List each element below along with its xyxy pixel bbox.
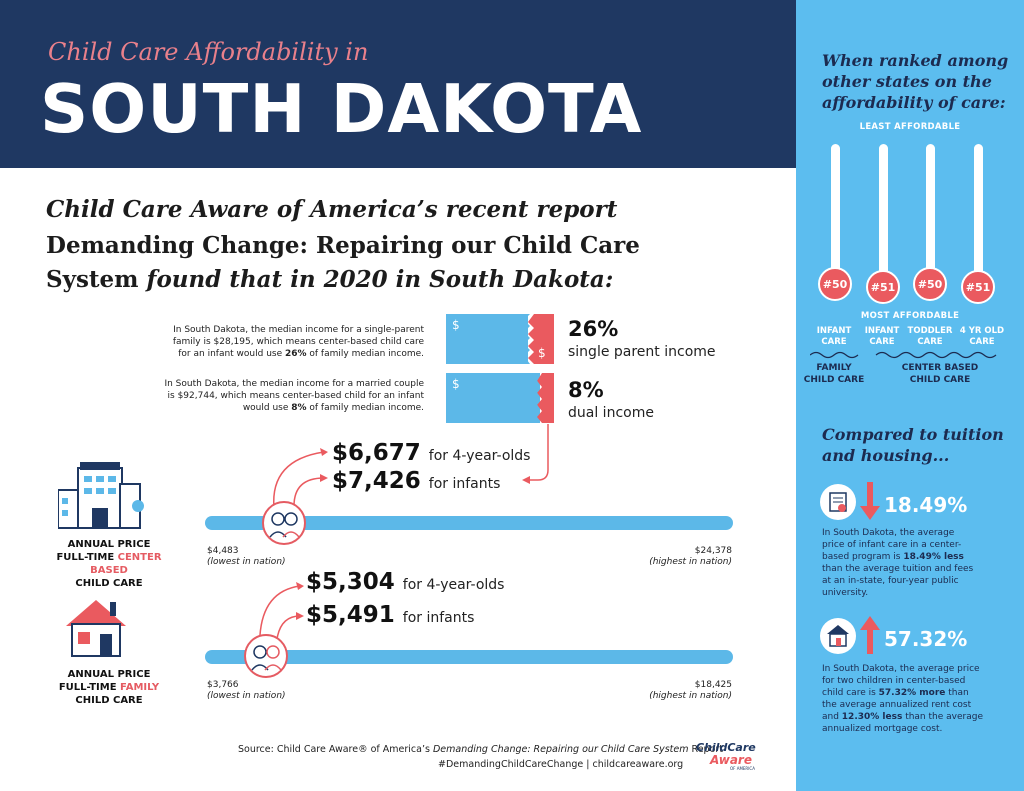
compare-heading: Compared to tuition and housing... [822, 425, 1004, 465]
source-citation: Source: Child Care Aware® of America’s D… [238, 744, 724, 755]
house-icon [66, 600, 126, 657]
family-price-4yr: $5,304 for 4-year-olds [306, 569, 505, 595]
col-label-4: 4 YR OLD CARE [959, 326, 1005, 347]
arrow-down-icon [860, 482, 880, 520]
family-price-marker [244, 634, 288, 678]
rank-tube-2 [879, 144, 888, 276]
center-based-label: ANNUAL PRICE FULL-TIME CENTER BASED CHIL… [56, 539, 162, 589]
dollar-icon: $ [452, 377, 460, 391]
rank-badge-1: #50 [818, 267, 852, 301]
center-price-infant: $7,426 for infants [332, 468, 501, 494]
col-label-3: TODDLER CARE [907, 326, 953, 347]
family-price-range-bar [205, 650, 733, 664]
dollar-icon: $ [538, 346, 546, 360]
intro-line-3: System found that in 2020 in South Dakot… [46, 266, 613, 293]
rank-tube-4 [974, 144, 983, 276]
intro-line-1: Child Care Aware of America’s recent rep… [46, 196, 618, 223]
dual-income-description: In South Dakota, the median income for a… [164, 379, 424, 413]
dollar-icon: $ [452, 318, 460, 332]
intro-line-2: Demanding Change: Repairing our Child Ca… [46, 232, 640, 259]
page-subtitle: Child Care Affordability in [48, 38, 369, 66]
arrow-up-icon [860, 616, 880, 654]
col-label-2: INFANT CARE [864, 326, 900, 347]
children-icon [251, 645, 282, 671]
rank-tube-3 [926, 144, 935, 274]
family-price-infant: $5,491 for infants [306, 602, 475, 628]
intro-line-3b: found that in 2020 in South Dakota: [146, 266, 614, 293]
child-care-aware-logo: ChildCare Aware OF AMERICA [696, 741, 756, 772]
rank-badge-2: #51 [866, 270, 900, 304]
children-icon [269, 512, 300, 538]
tuition-description: In South Dakota, the average price of in… [822, 528, 974, 598]
center-price-range-bar [205, 516, 733, 530]
dual-income-bar [446, 373, 540, 423]
family-label: ANNUAL PRICE FULL-TIME FAMILY CHILD CARE [58, 669, 160, 706]
connector-arrows [273, 424, 549, 509]
rank-badge-4: #51 [961, 270, 995, 304]
right-panel [796, 0, 1024, 791]
most-affordable-label: MOST AFFORDABLE [860, 311, 960, 321]
single-parent-percent: 26% [568, 317, 619, 341]
dual-income-label: dual income [568, 405, 654, 421]
rank-tube-1 [831, 144, 840, 274]
col-label-1: INFANT CARE [816, 326, 852, 347]
single-parent-label: single parent income [568, 344, 716, 360]
dual-income-percent: 8% [568, 378, 604, 402]
wave-divider [810, 351, 997, 359]
page-title: SOUTH DAKOTA [40, 70, 643, 148]
family-group-label: FAMILY CHILD CARE [803, 363, 865, 385]
intro-line-3a: System [46, 266, 139, 293]
least-affordable-label: LEAST AFFORDABLE [859, 122, 961, 132]
housing-percent: 57.32% [884, 627, 968, 651]
center-max-label: $24,378 (highest in nation) [649, 546, 732, 567]
center-price-marker [262, 501, 306, 545]
rank-badge-3: #50 [913, 267, 947, 301]
building-icon [58, 462, 144, 529]
center-group-label: CENTER BASED CHILD CARE [901, 363, 979, 385]
hashtag-link[interactable]: #DemandingChildCareChange | childcareawa… [438, 759, 684, 770]
housing-description: In South Dakota, the average price for t… [822, 664, 983, 734]
house-small-icon [820, 618, 856, 654]
diploma-icon [820, 484, 856, 520]
center-min-label: $4,483 (lowest in nation) [207, 546, 286, 567]
family-min-label: $3,766 (lowest in nation) [207, 680, 286, 701]
single-parent-description: In South Dakota, the median income for a… [172, 325, 424, 359]
single-parent-income-bar [446, 314, 528, 364]
center-price-4yr: $6,677 for 4-year-olds [332, 440, 531, 466]
tuition-percent: 18.49% [884, 493, 968, 517]
dual-income-care-share-bar [534, 373, 554, 423]
ranking-heading: When ranked among other states on the af… [822, 51, 1009, 112]
header-banner [0, 0, 796, 168]
family-max-label: $18,425 (highest in nation) [649, 680, 732, 701]
single-parent-care-share-bar [520, 314, 554, 364]
